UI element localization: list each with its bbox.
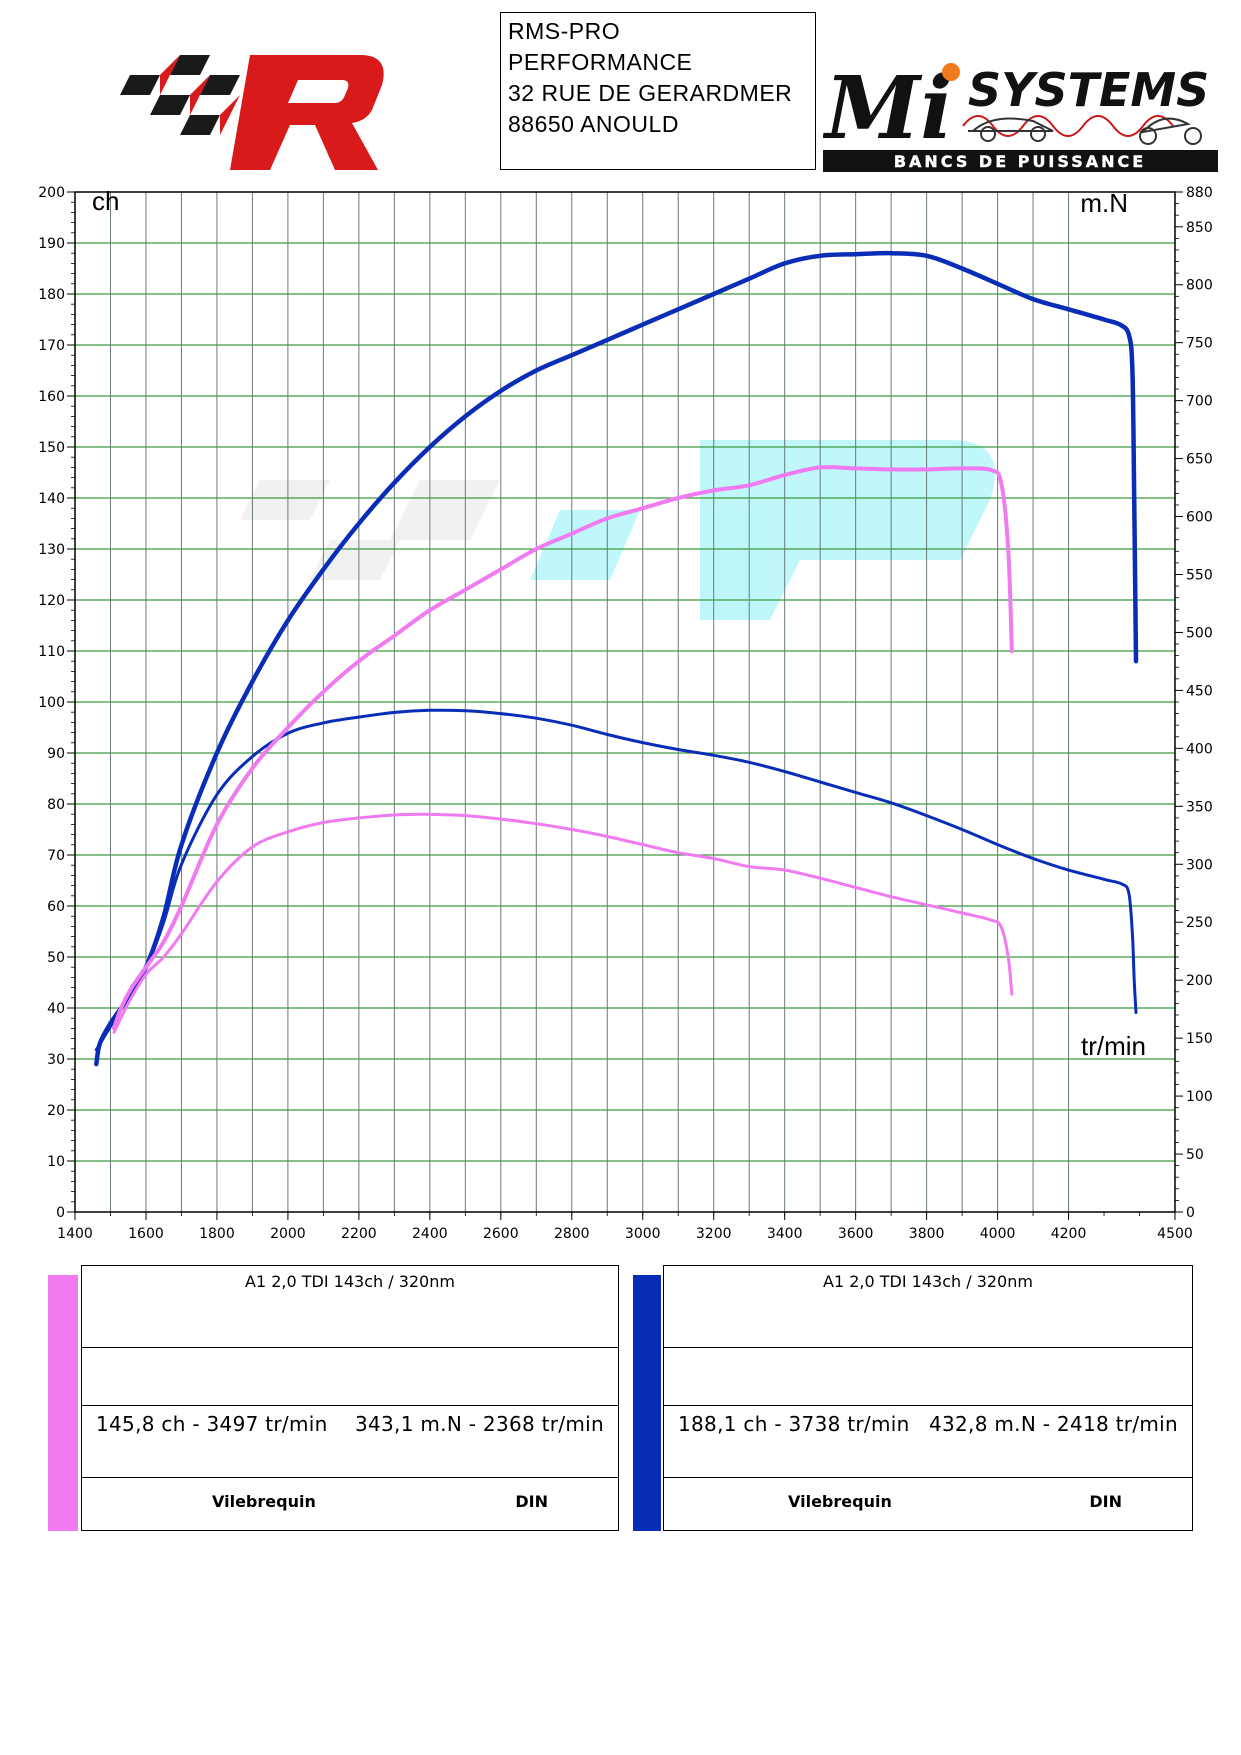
address-line-3: 32 RUE DE GERARDMER [508, 80, 793, 106]
right-axis: 0 50 100 150 200 250 300 350 400 450 500 550 600 650 7… [1175, 185, 1213, 1221]
left-tick-label: 20 [47, 1103, 65, 1119]
bottom-tick-label: 3000 [625, 1226, 661, 1242]
right-tick-label: 0 [1186, 1205, 1195, 1221]
bottom-tick-label: 2400 [412, 1226, 448, 1242]
legend-stock-box: A1 2,0 TDI 143ch / 320nm 145,8 ch - 3497… [81, 1265, 619, 1531]
left-tick-label: 30 [47, 1052, 65, 1068]
left-tick-label: 170 [38, 338, 65, 354]
legend-tuned-din: DIN [1089, 1492, 1122, 1511]
series-line-tuned_torque [94, 708, 1138, 1052]
right-axis-label: m.N [1080, 188, 1128, 218]
series-line-stock_power [112, 465, 1014, 1031]
bottom-tick-label: 2000 [270, 1226, 306, 1242]
right-tick-label: 750 [1186, 336, 1213, 352]
right-tick-label: 300 [1186, 857, 1213, 873]
x-axis-label: tr/min [1081, 1031, 1146, 1061]
left-tick-label: 0 [56, 1205, 65, 1221]
bottom-tick-label: 3400 [767, 1226, 803, 1242]
legend-stock: A1 2,0 TDI 143ch / 320nm 145,8 ch - 3497… [48, 1265, 620, 1531]
left-tick-label: 190 [38, 236, 65, 252]
watermark-logo [240, 440, 995, 620]
bottom-tick-label: 1400 [57, 1226, 93, 1242]
left-tick-label: 110 [38, 644, 65, 660]
bottom-tick-label: 2800 [554, 1226, 590, 1242]
right-tick-label: 250 [1186, 915, 1213, 931]
series-group [94, 250, 1139, 1067]
series-line-stock_torque [112, 812, 1014, 1034]
rms-pro-checkered-logo: RP [120, 55, 384, 170]
left-tick-label: 10 [47, 1154, 65, 1170]
legend-tuned: A1 2,0 TDI 143ch / 320nm 188,1 ch - 3738… [633, 1265, 1193, 1531]
bottom-tick-label: 1600 [128, 1226, 164, 1242]
left-tick-label: 160 [38, 389, 65, 405]
left-tick-label: 130 [38, 542, 65, 558]
left-tick-label: 40 [47, 1001, 65, 1017]
legend-stock-power: 145,8 ch - 3497 tr/min [96, 1412, 328, 1436]
legend-stock-swatch [48, 1275, 78, 1531]
right-tick-label: 150 [1186, 1031, 1213, 1047]
address-line-1: RMS-PRO [508, 18, 621, 44]
right-tick-label: 850 [1186, 220, 1213, 236]
horizontal-grid [75, 242, 1175, 1162]
right-tick-label: 650 [1186, 452, 1213, 468]
right-tick-label: 50 [1186, 1147, 1204, 1163]
mi-systems-logo: Mi SYSTEMS BANCS DE PUISSANCE [823, 58, 1218, 172]
left-tick-label: 200 [38, 185, 65, 201]
legend-tuned-power: 188,1 ch - 3738 tr/min [678, 1412, 910, 1436]
legend-stock-vilebrequin: Vilebrequin [212, 1492, 316, 1511]
left-axis-label: ch [92, 186, 119, 216]
right-tick-label: 600 [1186, 510, 1213, 526]
left-tick-label: 140 [38, 491, 65, 507]
series-line-tuned_power [94, 250, 1139, 1067]
bottom-tick-label: 2200 [341, 1226, 377, 1242]
left-tick-label: 60 [47, 899, 65, 915]
bottom-tick-label: 3200 [696, 1226, 732, 1242]
bottom-tick-label: 4200 [1051, 1226, 1087, 1242]
address-line-4: 88650 ANOULD [508, 111, 679, 137]
left-tick-label: 70 [47, 848, 65, 864]
left-axis: 0 10 20 30 40 50 60 70 80 90 100 110 120 130 140 150 160… [38, 185, 75, 1221]
bottom-axis: 1400 1600 1800 2000 2200 2400 2600 2800 3000 3200… [57, 1212, 1193, 1242]
bottom-tick-label: 4500 [1157, 1226, 1193, 1242]
address-line-2: PERFORMANCE [508, 49, 693, 75]
right-tick-label: 200 [1186, 973, 1213, 989]
legend-tuned-torque: 432,8 m.N - 2418 tr/min [928, 1412, 1178, 1436]
legend-stock-torque: 343,1 m.N - 2368 tr/min [354, 1412, 604, 1436]
legend-tuned-vilebrequin: Vilebrequin [788, 1492, 892, 1511]
logo-right-main: SYSTEMS [968, 63, 1209, 117]
right-tick-label: 400 [1186, 741, 1213, 757]
left-tick-label: 90 [47, 746, 65, 762]
right-tick-label: 350 [1186, 799, 1213, 815]
left-tick-label: 150 [38, 440, 65, 456]
legend-stock-din: DIN [515, 1492, 548, 1511]
legend-tuned-title: A1 2,0 TDI 143ch / 320nm [823, 1272, 1033, 1291]
right-tick-label: 800 [1186, 278, 1213, 294]
legend-tuned-box: A1 2,0 TDI 143ch / 320nm 188,1 ch - 3738… [663, 1265, 1193, 1531]
left-tick-label: 180 [38, 287, 65, 303]
legend-tuned-swatch [633, 1275, 661, 1531]
address-box: RMS-PRO PERFORMANCE 32 RUE DE GERARDMER … [500, 12, 816, 170]
left-tick-label: 50 [47, 950, 65, 966]
bottom-tick-label: 1800 [199, 1226, 235, 1242]
right-tick-label: 550 [1186, 568, 1213, 584]
dyno-chart: 0 10 20 30 40 50 60 70 80 90 100 110 120 130 140 150 160… [38, 185, 1213, 1242]
bottom-tick-label: 2600 [483, 1226, 519, 1242]
bottom-tick-label: 3600 [838, 1226, 874, 1242]
right-tick-label: 880 [1186, 185, 1213, 201]
left-tick-label: 100 [38, 695, 65, 711]
right-tick-label: 700 [1186, 394, 1213, 410]
logo-right-sub: BANCS DE PUISSANCE [894, 152, 1146, 171]
left-tick-label: 120 [38, 593, 65, 609]
vertical-grid [109, 192, 1070, 1212]
legend-stock-title: A1 2,0 TDI 143ch / 320nm [245, 1272, 455, 1291]
right-tick-label: 450 [1186, 683, 1213, 699]
right-tick-label: 500 [1186, 625, 1213, 641]
bottom-tick-label: 3800 [909, 1226, 945, 1242]
bottom-tick-label: 4000 [980, 1226, 1016, 1242]
logo-right-prefix: Mi [823, 58, 953, 159]
left-tick-label: 80 [47, 797, 65, 813]
right-tick-label: 100 [1186, 1089, 1213, 1105]
